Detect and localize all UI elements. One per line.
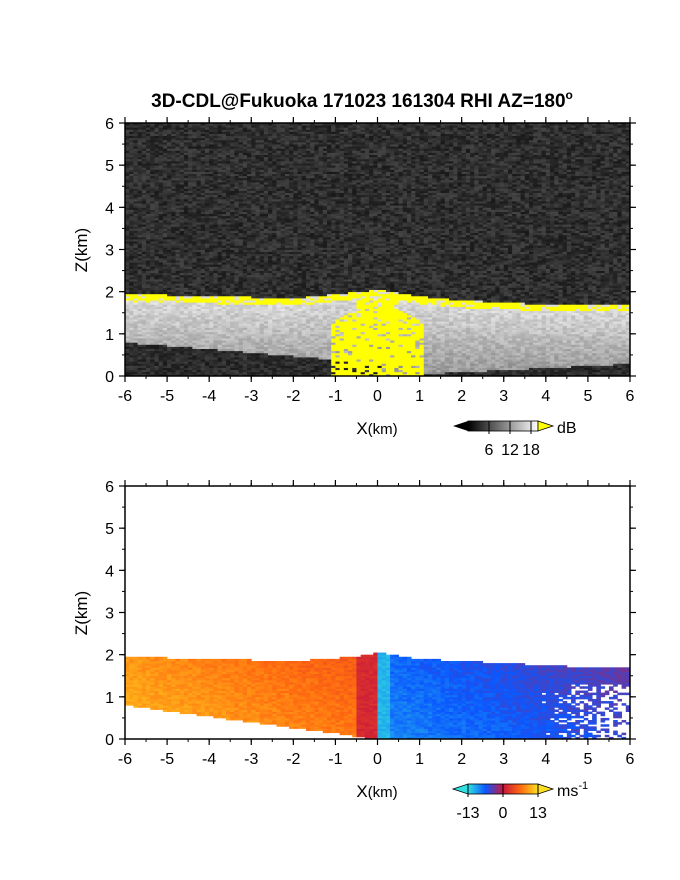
snr-x-tick-label: -2 — [286, 388, 300, 405]
velocity-y-tick-label: 4 — [105, 563, 114, 580]
snr-x-axis-label-unit: (km) — [368, 421, 398, 438]
snr-x-tick-label: 6 — [626, 388, 635, 405]
velocity-x-tick-label: -1 — [328, 751, 342, 768]
snr-colorbar-tick-label: 6 — [485, 442, 494, 459]
velocity-colorbar-unit: ms-1 — [557, 780, 588, 800]
velocity-colorbar-unit-text: ms — [557, 783, 578, 800]
snr-y-tick-label: 1 — [105, 327, 114, 344]
snr-colorbar-high-arrow — [538, 421, 553, 431]
snr-colorbar-low-arrow — [453, 421, 468, 431]
velocity-x-tick-label: 4 — [541, 751, 550, 768]
snr-y-tick-label: 4 — [105, 200, 114, 217]
snr-x-tick-label: 4 — [541, 388, 550, 405]
snr-x-tick-label: 2 — [457, 388, 466, 405]
snr-y-axis-label: Z(km) — [72, 228, 91, 272]
velocity-colorbar-tick-label: -13 — [456, 805, 479, 822]
velocity-x-tick-label: 6 — [626, 751, 635, 768]
snr-image — [125, 123, 630, 376]
velocity-colorbar-high-arrow — [538, 784, 553, 794]
snr-x-tick-label: -5 — [160, 388, 174, 405]
velocity-y-tick-label: 0 — [105, 732, 114, 749]
snr-x-tick-label: 3 — [499, 388, 508, 405]
velocity-x-tick-label: -6 — [118, 751, 132, 768]
velocity-x-tick-label: 1 — [415, 751, 424, 768]
snr-y-tick-label: 6 — [105, 116, 114, 133]
snr-x-axis-label-text: X — [356, 419, 367, 438]
velocity-x-tick-label: 2 — [457, 751, 466, 768]
velocity-colorbar-tick-label: 13 — [529, 805, 547, 822]
snr-colorbar-tick-label: 12 — [501, 442, 519, 459]
snr-x-tick-label: 0 — [373, 388, 382, 405]
velocity-x-axis-label: X(km) — [356, 782, 397, 801]
velocity-x-axis-label-unit: (km) — [368, 784, 398, 801]
snr-colorbar-unit: dB — [557, 420, 577, 437]
velocity-y-tick-label: 6 — [105, 479, 114, 496]
velocity-colorbar-tick-label: 0 — [499, 805, 508, 822]
velocity-colorbar: ms-1 -13 0 13 — [453, 780, 588, 822]
snr-x-tick-label: -6 — [118, 388, 132, 405]
velocity-y-tick-label: 2 — [105, 648, 114, 665]
snr-y-tick-label: 3 — [105, 243, 114, 260]
snr-x-tick-label: -4 — [202, 388, 216, 405]
chart-title: 3D-CDL@Fukuoka 171023 161304 RHI AZ=180o — [151, 88, 573, 112]
chart-title-superscript: o — [566, 88, 573, 102]
velocity-x-tick-label: 0 — [373, 751, 382, 768]
velocity-y-tick-label: 1 — [105, 690, 114, 707]
velocity-x-axis-label-text: X — [356, 782, 367, 801]
velocity-y-tick-label: 5 — [105, 521, 114, 538]
snr-x-tick-label: -1 — [328, 388, 342, 405]
velocity-y-axis-label: Z(km) — [72, 591, 91, 635]
velocity-x-tick-label: -3 — [244, 751, 258, 768]
snr-x-tick-label: 5 — [583, 388, 592, 405]
velocity-colorbar-unit-exponent: -1 — [578, 780, 588, 792]
velocity-y-tick-label: 3 — [105, 606, 114, 623]
snr-x-axis-label: X(km) — [356, 419, 397, 438]
velocity-x-tick-label: -5 — [160, 751, 174, 768]
snr-y-tick-label: 5 — [105, 158, 114, 175]
velocity-x-tick-label: 3 — [499, 751, 508, 768]
snr-colorbar-gradient — [468, 421, 538, 431]
snr-colorbar: dB 6 12 18 — [453, 420, 577, 459]
snr-y-tick-label: 0 — [105, 369, 114, 386]
chart-title-text: 3D-CDL@Fukuoka 171023 161304 RHI AZ=180 — [151, 91, 565, 112]
velocity-x-tick-label: -2 — [286, 751, 300, 768]
snr-x-tick-label: -3 — [244, 388, 258, 405]
velocity-x-tick-label: -4 — [202, 751, 216, 768]
snr-x-tick-label: 1 — [415, 388, 424, 405]
velocity-panel: -6 -5 -4 -3 -2 -1 0 1 2 3 4 5 6 0 1 2 3 4 5 6 X(km) Z(km) m… — [72, 479, 636, 822]
velocity-x-tick-label: 5 — [583, 751, 592, 768]
velocity-colorbar-low-arrow — [453, 784, 468, 794]
snr-y-tick-label: 2 — [105, 285, 114, 302]
snr-colorbar-tick-label: 18 — [522, 442, 540, 459]
velocity-image — [125, 653, 630, 740]
